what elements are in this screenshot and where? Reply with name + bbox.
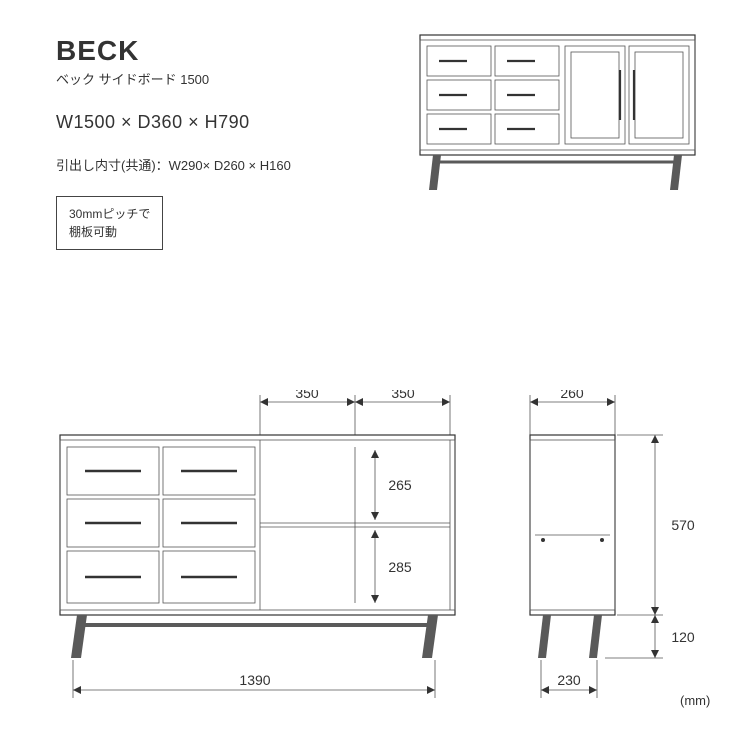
svg-text:230: 230 [557,672,581,688]
dim-leg-120: 120 [605,615,695,658]
svg-text:1390: 1390 [239,672,270,688]
svg-text:120: 120 [671,629,695,645]
dim-depth-260: 260 [530,390,615,435]
technical-front-view: 350 350 265 [45,390,485,720]
spec-header: BECK ベック サイドボード 1500 W1500 × D360 × H790… [56,35,291,250]
dim-top-350b: 350 [355,390,450,435]
svg-text:570: 570 [671,517,695,533]
overall-dimensions: W1500 × D360 × H790 [56,112,291,133]
dim-body-570: 570 [617,435,695,615]
note-line: 棚板可動 [69,223,150,241]
product-subtitle: ベック サイドボード 1500 [56,69,291,88]
technical-side-view: 260 570 120 230 [505,390,735,720]
dim-top-350a: 350 [260,390,355,435]
svg-text:265: 265 [388,477,412,493]
note-line: 30mmピッチで [69,205,150,223]
svg-text:350: 350 [295,390,319,401]
shelf-note-box: 30mmピッチで 棚板可動 [56,196,163,250]
dim-inner-265: 265 [371,450,412,520]
dim-inner-285: 285 [371,530,412,603]
svg-text:350: 350 [391,390,415,401]
svg-text:285: 285 [388,559,412,575]
svg-text:260: 260 [560,390,584,401]
product-title: BECK [56,35,291,67]
thumbnail-front-view [415,30,705,200]
dim-base-1390: 1390 [73,660,435,698]
unit-label: (mm) [680,693,710,708]
dim-side-base-230: 230 [541,660,597,698]
drawer-dimensions: 引出し内寸(共通)：W290× D260 × H160 [56,155,291,174]
